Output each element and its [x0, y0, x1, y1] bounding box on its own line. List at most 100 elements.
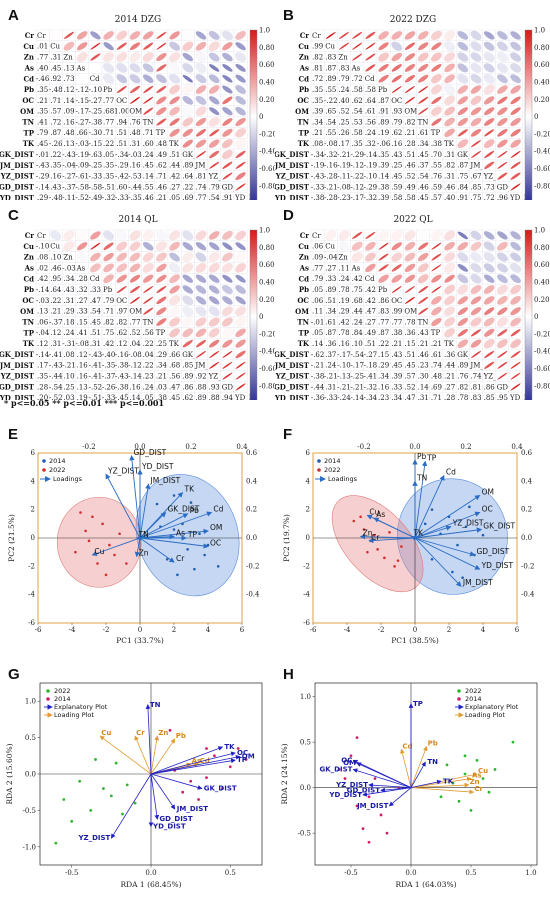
corr-ellipse	[116, 241, 128, 251]
corr-ellipse	[116, 285, 127, 294]
corr-value: .95	[497, 394, 508, 400]
corr-ellipse	[444, 284, 456, 295]
diag-label: YZ_DI	[208, 173, 231, 181]
corr-ellipse	[169, 96, 180, 105]
corr-value: -.38	[89, 118, 103, 126]
corr-value: .05	[169, 194, 180, 200]
point-2022	[481, 777, 485, 780]
y-tick: -4	[303, 591, 310, 599]
loading-vector-pb	[150, 738, 176, 775]
corr-ellipse	[195, 339, 207, 348]
corr-value: .36	[404, 329, 416, 337]
corr-value: .27	[169, 183, 180, 191]
corr-ellipse	[496, 41, 508, 51]
corr-value: .16	[50, 173, 62, 181]
corr-ellipse	[484, 361, 495, 369]
corr-value: .28	[37, 383, 48, 391]
corr-value: .45	[90, 318, 101, 326]
point-2022	[94, 758, 97, 761]
explanatory-label-oc: OC	[341, 756, 352, 764]
corr-value: .71	[50, 97, 61, 105]
corr-ellipse	[470, 30, 482, 41]
corr-value: .60	[143, 140, 154, 148]
corr-ellipse	[143, 42, 154, 50]
diag-label: TK	[169, 340, 180, 348]
corr-value: -.45	[115, 394, 129, 400]
corr-ellipse	[444, 252, 456, 262]
corr-value: .14	[418, 383, 430, 391]
corr-value: .05	[143, 394, 154, 400]
corr-ellipse	[142, 74, 154, 83]
loading-label-cd: Cd	[446, 468, 456, 477]
corr-ellipse	[483, 96, 495, 105]
corr-value: -.32	[102, 194, 116, 200]
corr-ellipse	[457, 85, 469, 94]
corr-ellipse	[116, 274, 127, 283]
corr-value: .76	[431, 173, 443, 181]
explanatory-vector-yz_dist	[368, 782, 412, 789]
corr-ellipse	[444, 241, 455, 251]
corr-value: -.43	[62, 151, 76, 159]
corr-ellipse	[235, 328, 246, 338]
corr-ellipse	[378, 253, 389, 261]
right-tick: 0.6	[521, 449, 533, 457]
corr-ellipse	[457, 231, 468, 240]
corr-value: .99	[391, 308, 402, 316]
legend-marker-2022	[42, 468, 46, 472]
diag-label: OC	[116, 97, 127, 105]
y-tick: -2	[303, 562, 310, 570]
colorbar-tick: -0.40	[534, 348, 550, 356]
corr-ellipse	[222, 339, 233, 348]
row-label-cu: Cu	[23, 242, 34, 251]
corr-value: -.48	[49, 194, 63, 200]
colorbar-tick: -0.20	[534, 130, 550, 138]
corr-value: .25	[338, 118, 349, 126]
colorbar-tick: 0.20	[534, 296, 550, 304]
point-2014	[189, 501, 193, 504]
explanatory-vector-tp	[150, 758, 236, 775]
corr-ellipse	[418, 85, 429, 94]
loading-label-as: As	[376, 510, 385, 519]
corr-value: -.34	[311, 151, 325, 159]
heatmap-title: 2022 DZG	[390, 15, 436, 25]
corr-value: -.21	[324, 373, 338, 381]
corr-value: .71	[103, 308, 114, 316]
corr-value: .41	[77, 329, 88, 337]
row-label-jm_dist: JM_DIST	[0, 361, 35, 370]
loading-label-tn: TN	[138, 530, 149, 539]
corr-value: .45	[37, 140, 48, 148]
corr-value: .34	[418, 140, 430, 148]
corr-value: .31	[444, 173, 455, 181]
legend-marker-2014	[457, 697, 461, 701]
x-tick: 6	[240, 626, 245, 634]
corr-value: .89	[378, 118, 389, 126]
corr-value: .24	[338, 86, 350, 94]
point-2022	[79, 511, 82, 514]
diag-label: YD_DI	[234, 394, 257, 400]
corr-ellipse	[130, 296, 140, 304]
corr-value: .32	[77, 286, 88, 294]
corr-ellipse	[471, 150, 481, 159]
point-2022	[475, 758, 479, 762]
corr-ellipse	[221, 306, 233, 317]
corr-value: -.40	[102, 351, 116, 359]
corr-value: -.22	[350, 173, 364, 181]
corr-ellipse	[405, 285, 415, 294]
panel-letter: G	[8, 666, 20, 683]
loading-label-cu: Cu	[369, 507, 379, 516]
corr-ellipse	[208, 328, 220, 338]
panel-letter: E	[8, 426, 18, 443]
legend-marker-2014	[42, 459, 46, 463]
point-2022	[133, 801, 137, 805]
colorbar-tick: -0.80	[259, 182, 275, 190]
corr-value: .21	[404, 129, 415, 137]
loading-label-gk_dist: GK_DIST	[168, 505, 200, 514]
corr-value: .86	[378, 297, 390, 305]
point-2022	[118, 532, 121, 536]
corr-value: .92	[50, 75, 61, 83]
corr-ellipse	[103, 242, 114, 251]
corr-ellipse	[209, 161, 220, 169]
corr-ellipse	[378, 31, 389, 40]
corr-value: .03	[63, 394, 74, 400]
legend-marker-2014	[46, 697, 50, 701]
